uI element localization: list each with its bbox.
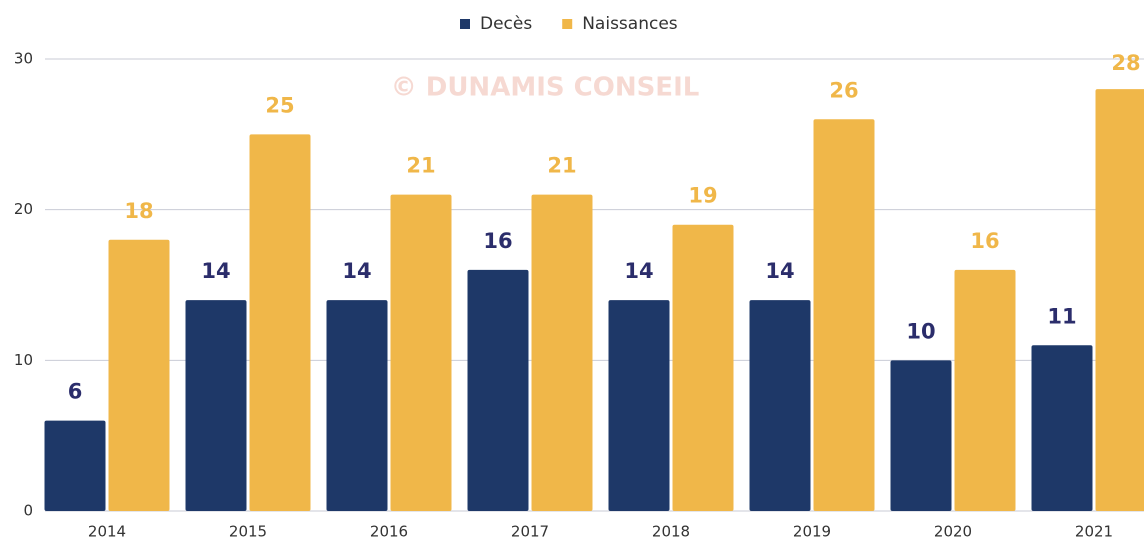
value-label: 16: [970, 229, 999, 253]
legend-label: Decès: [480, 14, 532, 34]
bar: [749, 300, 811, 511]
bar: [531, 194, 593, 511]
legend-label: Naissances: [582, 14, 678, 34]
value-label: 14: [624, 259, 653, 283]
x-tick-label: 2015: [229, 523, 267, 541]
bar: [813, 119, 875, 512]
value-label: 21: [547, 154, 576, 178]
y-tick-label: 20: [14, 200, 33, 218]
bar: [249, 134, 311, 512]
x-tick-label: 2016: [370, 523, 408, 541]
bar: [672, 224, 734, 511]
bar: [467, 269, 529, 511]
bar: [1095, 89, 1144, 511]
bar: [108, 239, 170, 512]
bar: [44, 420, 106, 511]
legend-swatch: [562, 19, 573, 29]
x-tick-label: 2017: [511, 523, 549, 541]
y-tick-label: 10: [14, 351, 33, 369]
x-tick-label: 2020: [934, 523, 972, 541]
watermark: © DUNAMIS CONSEIL: [391, 73, 700, 103]
y-tick-label: 0: [23, 502, 33, 520]
value-label: 19: [688, 184, 717, 208]
bar: [1031, 345, 1093, 511]
value-label: 28: [1111, 51, 1140, 75]
value-label: 6: [68, 380, 83, 404]
y-tick-label: 30: [14, 50, 33, 68]
bar: [608, 300, 670, 511]
bar: [890, 360, 952, 511]
x-tick-label: 2018: [652, 523, 690, 541]
x-tick-label: 2014: [88, 523, 126, 541]
x-tick-label: 2021: [1075, 523, 1113, 541]
value-label: 18: [124, 199, 153, 223]
value-label: 26: [829, 78, 858, 102]
value-label: 14: [342, 259, 371, 283]
value-label: 10: [906, 319, 935, 343]
value-label: 14: [201, 259, 230, 283]
value-label: 14: [765, 259, 794, 283]
value-label: 25: [265, 93, 294, 117]
bar: [185, 300, 247, 511]
bar: [326, 300, 388, 511]
value-label: 21: [406, 154, 435, 178]
value-label: 16: [483, 229, 512, 253]
value-label: 11: [1047, 304, 1076, 328]
bar: [390, 194, 452, 511]
x-tick-label: 2019: [793, 523, 831, 541]
legend-swatch: [460, 19, 470, 29]
bar: [954, 269, 1016, 511]
